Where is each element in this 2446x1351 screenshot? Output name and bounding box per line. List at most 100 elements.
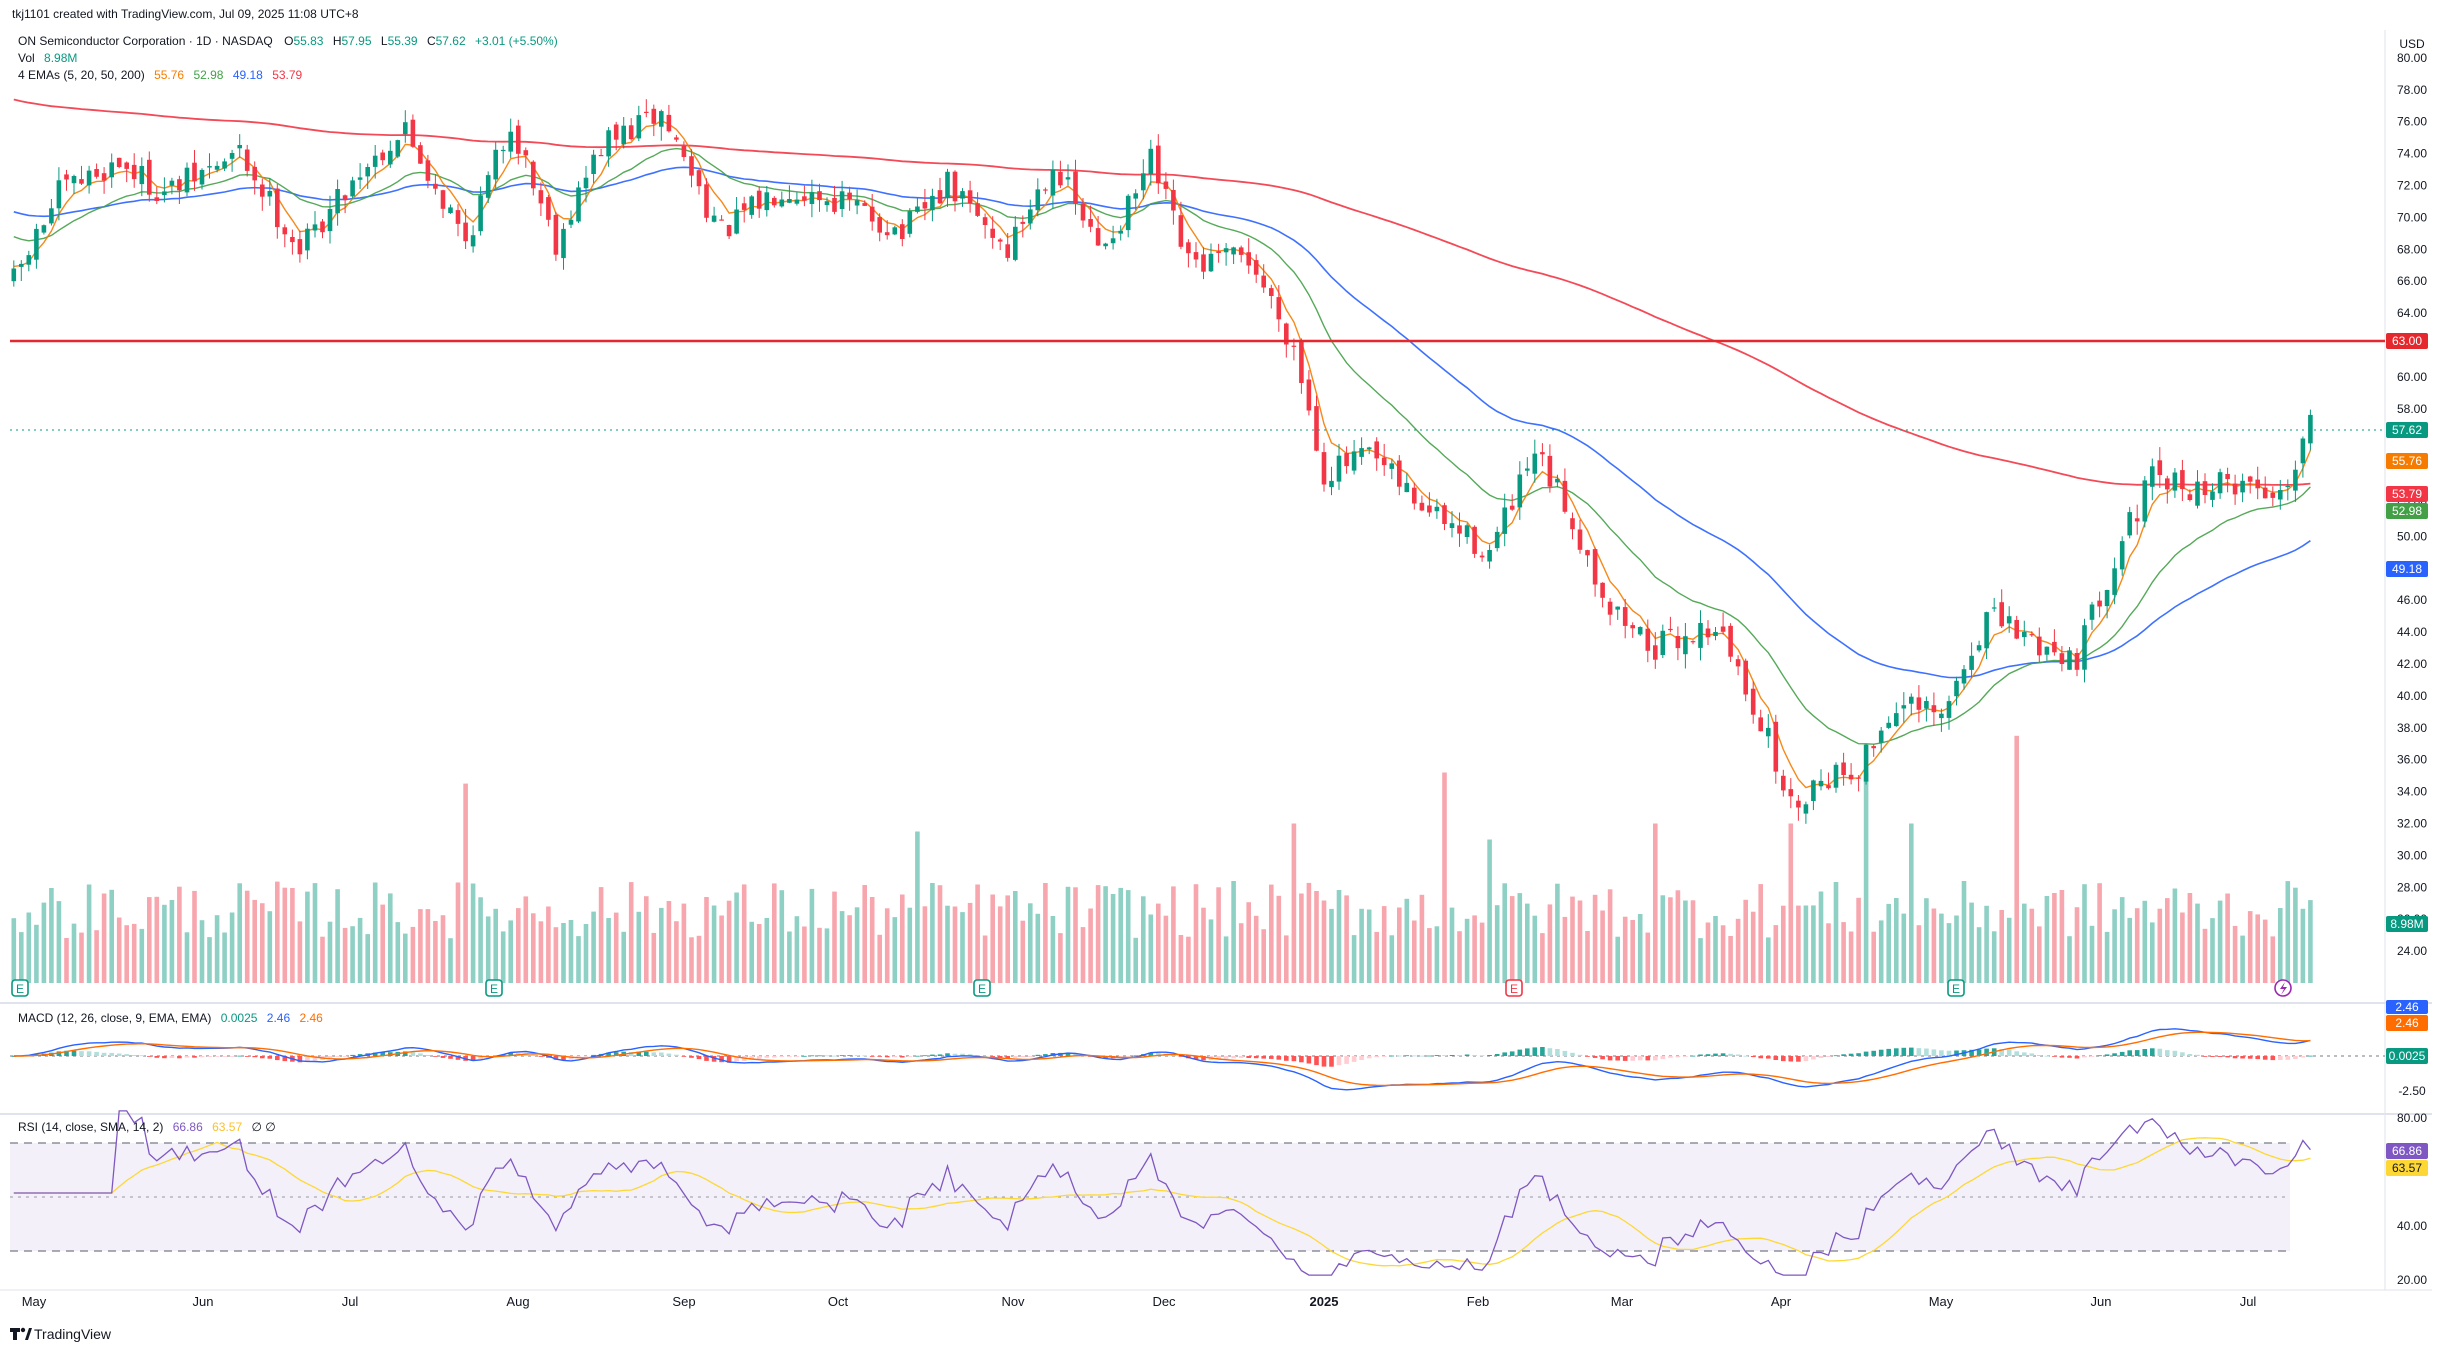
candle-body bbox=[884, 232, 890, 236]
candle-body bbox=[1607, 601, 1613, 615]
candle bbox=[1833, 762, 1839, 793]
volume-bar bbox=[49, 888, 54, 983]
volume-bar bbox=[342, 927, 348, 983]
volume-bar bbox=[1946, 923, 1952, 983]
candle bbox=[56, 167, 62, 221]
candle bbox=[1878, 727, 1884, 753]
volume-bar bbox=[666, 901, 672, 983]
candle bbox=[1050, 160, 1056, 209]
volume-bar bbox=[523, 896, 529, 983]
candle-body bbox=[199, 169, 205, 185]
macd-hist-bar bbox=[1397, 1055, 1402, 1057]
macd-hist-bar bbox=[869, 1056, 875, 1057]
candle bbox=[561, 223, 566, 270]
earnings-marker[interactable]: E bbox=[11, 979, 29, 997]
volume-bar bbox=[297, 921, 303, 983]
macd-hist-bar bbox=[79, 1051, 84, 1056]
candle-body bbox=[809, 192, 815, 204]
volume-bar bbox=[154, 896, 160, 983]
candle bbox=[892, 225, 898, 236]
macd-hist-bar bbox=[2240, 1056, 2245, 1059]
macd-hist-bar bbox=[666, 1053, 672, 1056]
price-axis[interactable]: 80.00 78.00 76.00 74.00 72.00 70.00 68.00 66.00… bbox=[2397, 51, 2427, 958]
volume-bar bbox=[199, 920, 205, 983]
earnings-marker[interactable]: E bbox=[1947, 979, 1965, 997]
candle-body bbox=[290, 237, 295, 243]
candle bbox=[1005, 233, 1010, 262]
candle-body bbox=[1269, 288, 1274, 296]
volume-bar bbox=[1276, 895, 1282, 983]
volume-bar bbox=[1404, 898, 1410, 983]
price-tick: 34.00 bbox=[2397, 785, 2427, 799]
macd-hist-bar bbox=[1464, 1054, 1470, 1056]
candle-body bbox=[34, 228, 39, 260]
macd-hist-bar bbox=[342, 1056, 348, 1057]
candle-body bbox=[900, 224, 905, 239]
candle-body bbox=[2150, 466, 2155, 487]
rsi-band bbox=[10, 1143, 2290, 1251]
lightning-icon[interactable] bbox=[2274, 979, 2292, 997]
time-tick: Jul bbox=[342, 1294, 359, 1309]
price-tick: 74.00 bbox=[2397, 147, 2427, 161]
candle-body bbox=[832, 197, 837, 212]
volume-bar bbox=[372, 882, 378, 983]
candle-body bbox=[1961, 669, 1967, 684]
ema5-tag-bg bbox=[2386, 453, 2428, 469]
macd-hist-bar bbox=[915, 1055, 920, 1057]
candle-body bbox=[711, 215, 717, 222]
macd-hist-bar bbox=[531, 1054, 536, 1056]
volume-bar bbox=[1878, 920, 1884, 983]
volume-bar bbox=[1020, 920, 1026, 983]
candle-body bbox=[2247, 476, 2253, 482]
earnings-marker[interactable]: E bbox=[973, 979, 991, 997]
candle bbox=[869, 194, 875, 231]
macd-hist-bar bbox=[1909, 1047, 1914, 1056]
candle-body bbox=[1457, 525, 1462, 534]
candle-body bbox=[1419, 502, 1425, 511]
time-axis[interactable]: May Jun Jul Aug Sep Oct Nov Dec 2025 Feb Mar Apr May… bbox=[22, 1294, 2257, 1309]
candle-body bbox=[177, 179, 182, 191]
candle bbox=[1615, 606, 1620, 620]
volume-bar bbox=[1171, 886, 1176, 983]
candle-body bbox=[2285, 485, 2291, 488]
macd-hist-bar bbox=[1201, 1056, 1206, 1061]
candle bbox=[1540, 443, 1545, 467]
candle bbox=[2089, 601, 2095, 630]
volume-bar bbox=[229, 912, 235, 983]
volume-bar bbox=[681, 903, 687, 983]
macd-hist-bar bbox=[1984, 1048, 1989, 1056]
volume-bar bbox=[1299, 893, 1304, 983]
macd-hist-bar bbox=[2278, 1056, 2283, 1060]
candle bbox=[1766, 714, 1771, 748]
macd-hist-bar bbox=[862, 1055, 867, 1057]
macd-hist-bar bbox=[1374, 1056, 1379, 1058]
candle bbox=[1336, 443, 1342, 490]
candle bbox=[1871, 744, 1876, 757]
candle-body bbox=[1600, 582, 1605, 598]
volume-bar bbox=[147, 897, 152, 983]
macd-hist-bar bbox=[1781, 1056, 1786, 1062]
svg-text:E: E bbox=[490, 982, 498, 996]
candle-body bbox=[1028, 209, 1033, 224]
candle-body bbox=[516, 125, 521, 154]
volume-bar bbox=[997, 906, 1003, 983]
time-tick: Dec bbox=[1152, 1294, 1176, 1309]
candle bbox=[2082, 618, 2087, 683]
candle bbox=[1494, 526, 1500, 552]
candle-body bbox=[2195, 481, 2200, 506]
candle-body bbox=[1427, 505, 1432, 513]
earnings-marker[interactable]: E bbox=[485, 979, 503, 997]
candle bbox=[2029, 631, 2035, 637]
earnings-marker[interactable]: E bbox=[1505, 979, 1523, 997]
candle bbox=[1238, 245, 1244, 263]
signal-tag: 2.46 bbox=[2395, 1016, 2419, 1030]
candle-body bbox=[1517, 474, 1523, 508]
candle-body bbox=[2262, 487, 2268, 499]
candle bbox=[1592, 547, 1598, 597]
macd-hist-bar bbox=[1743, 1055, 1748, 1057]
candle bbox=[704, 178, 709, 223]
candle-body bbox=[388, 150, 393, 165]
macd-hist-bar bbox=[1585, 1056, 1590, 1057]
candle bbox=[1668, 616, 1673, 633]
